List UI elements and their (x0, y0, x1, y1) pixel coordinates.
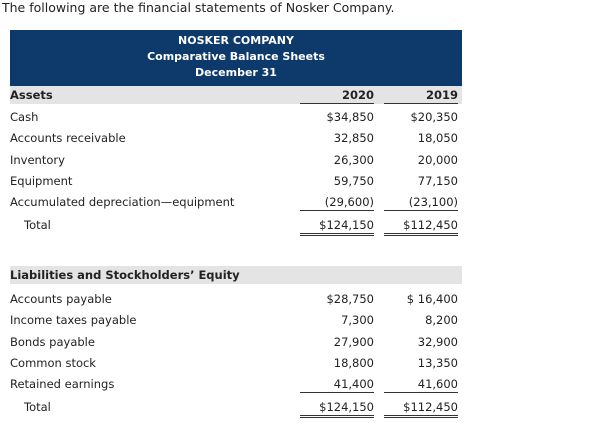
cell-2019: 8,200 (425, 313, 458, 328)
intro: The following are the financial statemen… (2, 0, 395, 15)
assets-band (10, 86, 462, 104)
row-label: Cash (10, 110, 39, 124)
cell-2020: $34,850 (326, 110, 374, 124)
section-heading: Liabilities and Stockholders’ Equity (10, 268, 240, 282)
row-label: Common stock (10, 355, 96, 370)
total-2019: $112,450 (384, 217, 458, 236)
cell-2019: 13,350 (417, 355, 458, 370)
cell-2020: 27,900 (333, 334, 374, 349)
cell-2020: 41,400 (300, 376, 374, 394)
total-label: Total (24, 217, 51, 232)
cell-2019: 77,150 (417, 173, 458, 188)
cell-2019: $ 16,400 (406, 292, 458, 306)
row-label: Accumulated depreciation—equipment (10, 195, 235, 210)
cell-2020: 7,300 (341, 313, 374, 328)
cell-2020: 32,850 (333, 131, 374, 146)
total-2020: $124,150 (300, 399, 374, 418)
statement-date: December 31 (195, 66, 277, 79)
row-label: Accounts payable (10, 292, 112, 306)
statement-header: NOSKER COMPANY Comparative Balance Sheet… (10, 30, 462, 86)
cell-2020: (29,600) (300, 194, 374, 212)
statement-title: Comparative Balance Sheets (147, 50, 325, 63)
company: NOSKER COMPANY (178, 34, 294, 47)
cell-2019: 41,600 (384, 376, 458, 394)
total-label: Total (24, 399, 51, 414)
cell-2019: $20,350 (410, 110, 458, 124)
row-label: Income taxes payable (10, 313, 137, 328)
cell-2020: 18,800 (333, 355, 374, 370)
row-label: Bonds payable (10, 334, 95, 349)
cell-2019: 18,050 (417, 131, 458, 146)
liabilities-band (10, 266, 462, 284)
column-header: 2020 (300, 87, 374, 104)
cell-2019: 20,000 (417, 152, 458, 167)
row-label: Retained earnings (10, 377, 115, 392)
total-2019: $112,450 (384, 399, 458, 418)
row-label: Inventory (10, 152, 65, 167)
cell-2020: 26,300 (333, 152, 374, 167)
column-header: 2019 (384, 87, 458, 104)
total-2020: $124,150 (300, 217, 374, 236)
row-label: Equipment (10, 173, 73, 188)
cell-2020: $28,750 (326, 292, 374, 306)
cell-2019: 32,900 (417, 334, 458, 349)
cell-2019: (23,100) (384, 194, 458, 212)
row-label: Accounts receivable (10, 131, 126, 146)
section-heading: Assets (10, 88, 53, 102)
cell-2020: 59,750 (333, 173, 374, 188)
